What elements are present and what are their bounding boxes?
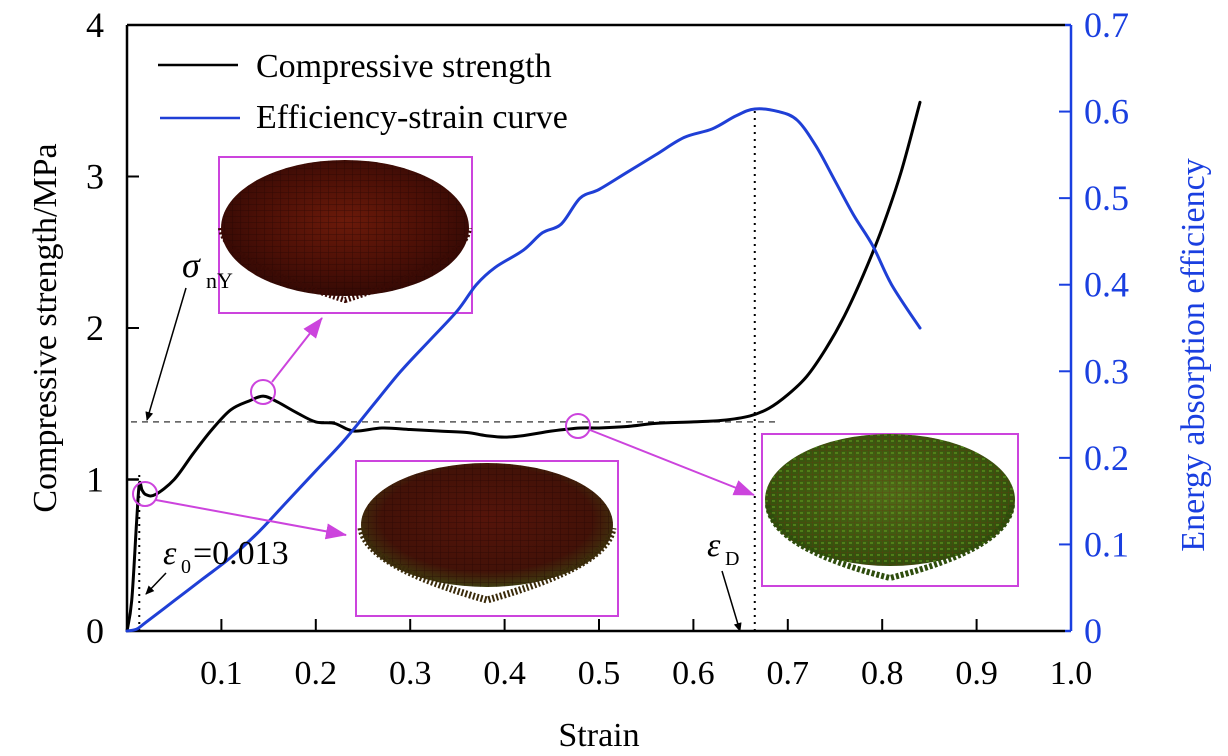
- x-tick-label: 0.8: [861, 655, 904, 692]
- x-tick-label: 1.0: [1050, 655, 1093, 692]
- y-right-tick-label: 0.5: [1084, 178, 1129, 218]
- epsilonD-symbol: ε: [707, 527, 721, 564]
- x-tick-label: 0.7: [767, 655, 810, 692]
- series: [125, 100, 922, 633]
- y-left-tick-label: 1: [86, 460, 104, 500]
- x-tick-label: 0.1: [200, 655, 243, 692]
- callouts: [132, 317, 755, 540]
- y-right-tick-label: 0.3: [1084, 351, 1129, 391]
- y-left-tick-label: 3: [86, 157, 104, 197]
- y-left-tick-label: 4: [86, 5, 104, 45]
- inset-initial-state: [355, 460, 619, 617]
- legend-label-strength: Compressive strength: [256, 48, 552, 85]
- epsilon0-symbol: ε: [163, 535, 177, 572]
- epsilon0-subscript: 0: [181, 556, 191, 578]
- epsilonD-subscript: D: [725, 548, 739, 570]
- axes: [125, 23, 1073, 633]
- x-tick-label: 0.3: [389, 655, 432, 692]
- sigma-symbol: σ: [182, 245, 201, 285]
- callout-circle-plateau: [565, 413, 591, 439]
- inset-peak-state: [218, 156, 473, 314]
- y-left-axis-label: Compressive strength/MPa: [27, 143, 64, 512]
- annotation-epsilon-D: ε D: [707, 527, 742, 632]
- x-tick-label: 0.5: [578, 655, 621, 692]
- legend: Compressive strength Efficiency-strain c…: [158, 48, 568, 136]
- x-tick-label: 0.6: [672, 655, 715, 692]
- y-left-tick-labels: 0 1 2 3 4: [86, 5, 104, 651]
- x-tick-label: 0.4: [483, 655, 526, 692]
- x-tick-label: 0.9: [955, 655, 998, 692]
- callout-arrow-plateau: [589, 429, 755, 496]
- inset-plateau-state: [761, 433, 1019, 587]
- y-right-tick-label: 0.6: [1084, 92, 1129, 132]
- callout-arrow-initial: [155, 499, 347, 540]
- annotation-epsilon-0: ε 0 =0.013: [145, 535, 289, 595]
- legend-label-efficiency: Efficiency-strain curve: [256, 99, 568, 136]
- callout-circle-peak: [250, 379, 276, 405]
- y-right-tick-label: 0.1: [1084, 524, 1129, 564]
- annotation-sigma-nY: σ nY: [145, 245, 233, 421]
- y-right-axis-label: Energy absorption efficiency: [1175, 158, 1212, 551]
- y-right-tick-label: 0.7: [1084, 5, 1129, 45]
- y-right-tick-labels: 0 0.1 0.2 0.3 0.4 0.5 0.6 0.7: [1084, 5, 1129, 651]
- compressive-strength-line: [125, 100, 922, 633]
- y-left-tick-label: 2: [86, 308, 104, 348]
- x-tick-labels: 0.1 0.2 0.3 0.4 0.5 0.6 0.7 0.8 0.9 1.0: [200, 655, 1092, 692]
- sigma-subscript: nY: [206, 268, 233, 293]
- y-right-tick-label: 0.4: [1084, 265, 1129, 305]
- efficiency-strain-line: [125, 107, 922, 633]
- x-tick-label: 0.2: [295, 655, 338, 692]
- y-right-tick-label: 0: [1084, 611, 1102, 651]
- callout-circle-initial: [132, 481, 158, 507]
- callout-arrow-peak: [271, 317, 323, 383]
- y-left-tick-label: 0: [86, 611, 104, 651]
- epsilon0-value: =0.013: [193, 535, 289, 572]
- x-axis-label: Strain: [558, 717, 639, 754]
- y-right-tick-label: 0.2: [1084, 438, 1129, 478]
